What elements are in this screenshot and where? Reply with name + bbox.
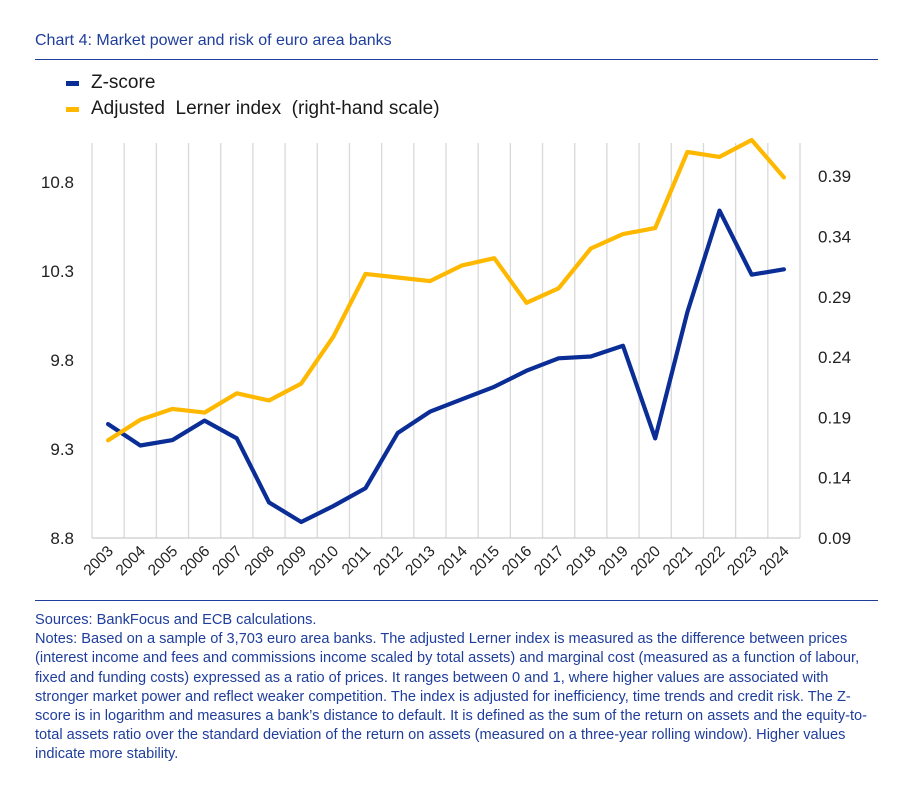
legend-swatch-lerner <box>66 106 79 112</box>
notes-block: Sources: BankFocus and ECB calculations.… <box>35 611 885 765</box>
x-tick-label: 2005 <box>145 543 181 579</box>
x-tick-label: 2014 <box>435 543 472 580</box>
x-tick-label: 2007 <box>209 543 245 579</box>
y-right-tick-label: 0.09 <box>818 529 851 548</box>
x-tick-label: 2010 <box>306 543 343 580</box>
y-left-tick-label: 10.3 <box>41 262 74 281</box>
y-right-tick-label: 0.34 <box>818 227 851 246</box>
legend: Z-score Adjusted Lerner index (right-han… <box>66 70 440 122</box>
x-tick-label: 2011 <box>339 543 375 579</box>
y-right-tick-label: 0.24 <box>818 348 851 367</box>
y-right-tick-label: 0.19 <box>818 408 851 427</box>
y-left-tick-label: 9.3 <box>50 440 74 459</box>
x-tick-label: 2022 <box>692 543 728 579</box>
x-tick-label: 2008 <box>241 543 277 579</box>
x-tick-label: 2018 <box>563 543 599 579</box>
x-tick-label: 2023 <box>724 543 760 579</box>
x-tick-label: 2013 <box>402 543 438 579</box>
legend-item-lerner: Adjusted Lerner index (right-hand scale) <box>66 96 440 122</box>
x-tick-label: 2020 <box>628 543 665 580</box>
top-rule <box>35 59 878 60</box>
x-tick-label: 2003 <box>81 543 117 579</box>
notes-text: Notes: Based on a sample of 3,703 euro a… <box>35 631 868 763</box>
x-tick-label: 2024 <box>756 543 793 580</box>
y-left-tick-label: 9.8 <box>50 351 74 370</box>
x-tick-label: 2004 <box>113 543 150 580</box>
x-tick-label: 2019 <box>595 543 631 579</box>
chart-title: Chart 4: Market power and risk of euro a… <box>35 32 392 49</box>
legend-label-zscore: Z-score <box>91 72 156 93</box>
series-line-lerner <box>105 137 787 443</box>
y-left-tick-label: 8.8 <box>50 529 74 548</box>
y-left-tick-label: 10.8 <box>41 173 74 192</box>
bottom-rule <box>35 600 878 601</box>
legend-swatch-zscore <box>66 80 79 86</box>
y-right-tick-label: 0.14 <box>818 469 851 488</box>
legend-label-lerner: Adjusted Lerner index (right-hand scale) <box>91 98 440 119</box>
line-chart: 10.8 10.3 9.8 9.3 8.8 0.39 0.34 0.29 0.24 0.19 0.1… <box>41 137 851 580</box>
x-tick-label: 2021 <box>660 543 696 579</box>
x-tick-label: 2017 <box>531 543 567 579</box>
x-tick-label: 2016 <box>499 543 535 579</box>
y-right-tick-label: 0.39 <box>818 167 851 186</box>
x-tick-label: 2006 <box>177 543 213 579</box>
y-right-tick-label: 0.29 <box>818 288 851 307</box>
x-tick-label: 2015 <box>467 543 503 579</box>
x-tick-label: 2012 <box>370 543 406 579</box>
legend-item-zscore: Z-score <box>66 70 440 96</box>
x-tick-label: 2009 <box>274 543 310 579</box>
series-line-zscore <box>105 208 787 525</box>
sources-text: Sources: BankFocus and ECB calculations. <box>35 612 317 628</box>
